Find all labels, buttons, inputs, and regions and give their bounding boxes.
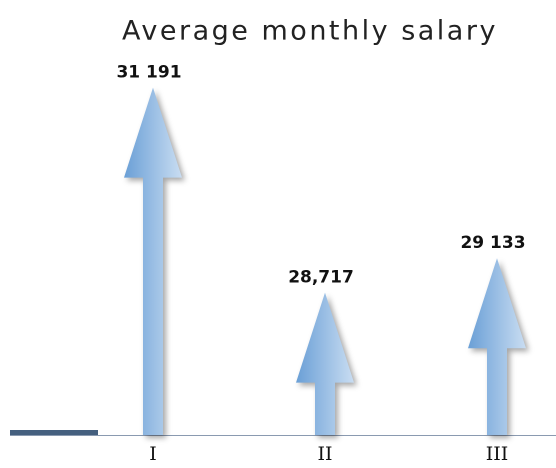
- value-label: 31 191: [116, 63, 181, 83]
- x-tick-label: I: [149, 443, 157, 465]
- x-tick-label: II: [317, 443, 332, 465]
- arrow-bar: [124, 87, 182, 435]
- arrow-bar: [296, 292, 354, 435]
- chart-title: Average monthly salary: [122, 16, 498, 47]
- legend-bar: [10, 430, 98, 436]
- x-tick-label: III: [486, 443, 509, 465]
- value-label: 29 133: [460, 233, 525, 253]
- arrow-bar: [468, 258, 526, 435]
- value-label: 28,717: [288, 268, 354, 288]
